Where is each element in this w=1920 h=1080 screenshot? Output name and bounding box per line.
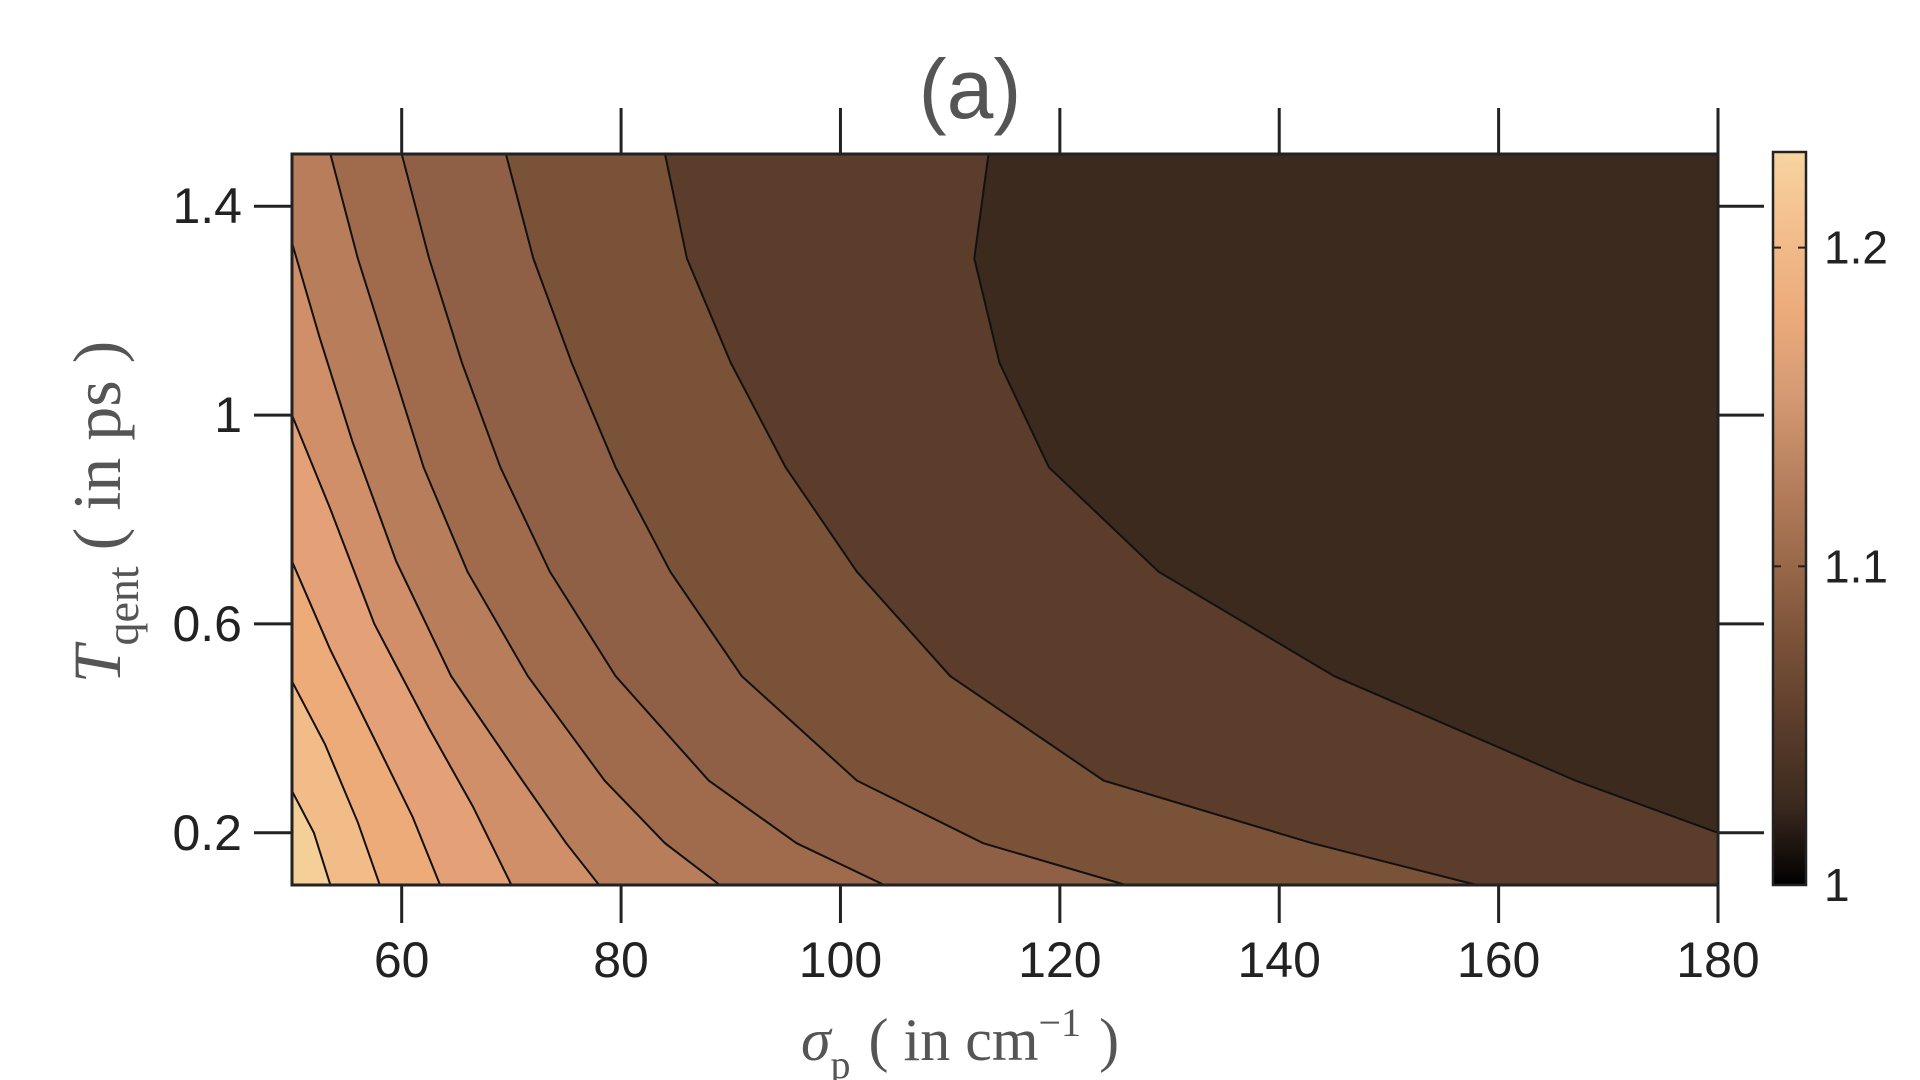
x-axis-subscript: p (831, 1042, 851, 1080)
y-axis-symbol: T (59, 641, 135, 683)
x-tick-label: 60 (374, 932, 430, 988)
x-tick-label: 160 (1457, 932, 1540, 988)
contour-line-1.1 (400, 154, 885, 885)
contour-line-1.14 (292, 242, 600, 885)
plot-frame (290, 152, 1720, 887)
contour-line-1.18 (292, 560, 442, 885)
colorbar-gradient (1771, 150, 1808, 887)
plot-area (292, 154, 1718, 885)
chart-title: (a) (919, 42, 1022, 136)
x-axis-symbol: σ (801, 1007, 833, 1073)
y-axis-unit: ( in ps ) (59, 341, 135, 551)
x-axis-unit: ( in cm (869, 1007, 1039, 1073)
colorbar: 1 1.1 1.2 (1771, 150, 1888, 911)
contour-line-1.2 (292, 680, 381, 885)
y-tick-label: 0.2 (172, 805, 242, 861)
x-axis-unit-superscript: −1 (1039, 1000, 1082, 1045)
contour-line-1.08 (504, 154, 1126, 885)
y-axis-label: Tqent ( in ps ) (59, 341, 148, 684)
contour-line-1.22 (292, 790, 332, 885)
contour-line-1.16 (292, 414, 513, 885)
y-axis-subscript: qent (97, 566, 148, 645)
contour-line-1.04 (973, 154, 1718, 834)
colorbar-tick-label: 1.1 (1824, 540, 1888, 592)
y-axis-ticks: 0.2 0.6 1 1.4 (172, 178, 1764, 861)
contour-line-1.06 (664, 154, 1477, 885)
colorbar-tick-label: 1 (1824, 859, 1850, 911)
y-tick-label: 1 (214, 387, 242, 443)
x-axis-unit-close: ) (1099, 1007, 1119, 1073)
axes-frame (290, 152, 1720, 887)
colorbar-tick-label: 1.2 (1824, 222, 1888, 274)
x-axis-label: σp ( in cm−1) (801, 1000, 1119, 1080)
contour-region-1.22 (292, 791, 331, 885)
contour-lines (292, 154, 1718, 885)
x-tick-label: 140 (1238, 932, 1321, 988)
contour-line-1.12 (329, 154, 721, 885)
x-tick-label: 180 (1676, 932, 1759, 988)
x-tick-label: 80 (593, 932, 649, 988)
x-axis-ticks: 60 80 100 120 140 160 180 (374, 108, 1760, 988)
y-tick-label: 1.4 (172, 178, 242, 234)
x-tick-label: 100 (799, 932, 882, 988)
x-tick-label: 120 (1018, 932, 1101, 988)
y-tick-label: 0.6 (172, 596, 242, 652)
